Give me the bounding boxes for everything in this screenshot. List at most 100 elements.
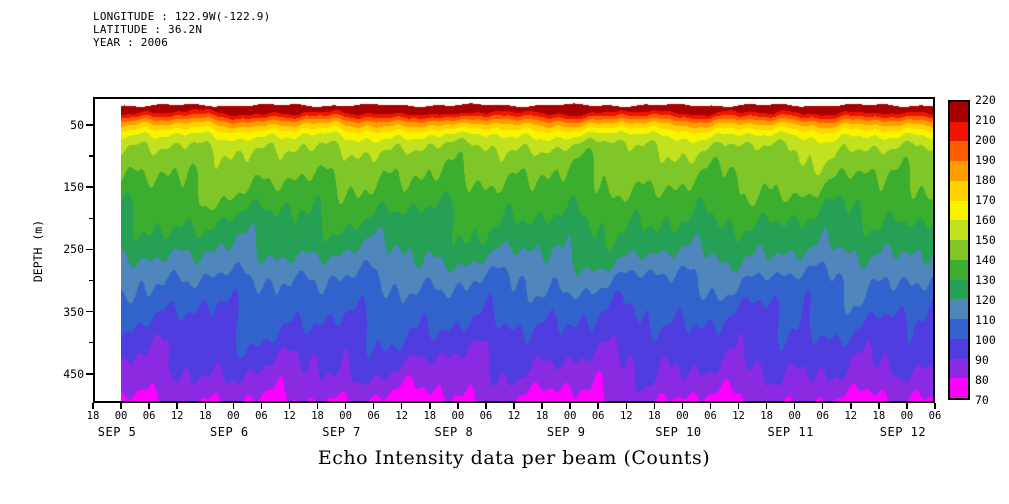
- x-tick-mark: [821, 403, 824, 409]
- x-hour-label: 18: [535, 410, 549, 422]
- x-tick-mark: [316, 403, 319, 409]
- x-tick-mark: [288, 403, 291, 409]
- colorbar-cell: [950, 259, 968, 280]
- x-tick-mark: [513, 403, 515, 409]
- colorbar-tick-label: 100: [975, 333, 996, 347]
- colorbar-tick-label: 90: [975, 353, 989, 367]
- x-tick-mark: [400, 403, 403, 409]
- x-hour-label: 12: [844, 410, 858, 422]
- colorbar-tick-label: 210: [975, 113, 996, 127]
- x-tick-mark: [204, 403, 207, 409]
- x-tick-mark: [793, 403, 796, 409]
- x-tick-mark: [457, 403, 459, 409]
- colorbar-tick-label: 180: [975, 173, 996, 187]
- x-date-label: SEP 12: [879, 425, 927, 439]
- x-hour-label: 12: [283, 410, 296, 422]
- x-tick-mark: [372, 403, 375, 409]
- colorbar-cell: [950, 240, 968, 260]
- contour-plot: [93, 97, 935, 403]
- colorbar-tick-label: 130: [975, 273, 996, 287]
- y-tick-mark: [86, 124, 93, 126]
- colorbar-cell: [950, 220, 968, 241]
- x-tick-mark: [737, 403, 740, 409]
- x-tick-mark: [850, 403, 852, 409]
- x-date-label: SEP 10: [655, 425, 702, 439]
- x-tick-mark: [625, 403, 628, 409]
- x-hour-label: 18: [648, 410, 661, 422]
- x-hour-label: 12: [395, 410, 409, 422]
- x-tick-mark: [92, 403, 94, 409]
- x-date-label: SEP 5: [97, 425, 137, 439]
- x-hour-label: 06: [928, 410, 942, 422]
- colorbar-tick-label: 160: [975, 213, 996, 227]
- colorbar-cell: [950, 338, 968, 359]
- x-hour-label: 06: [479, 410, 493, 422]
- x-date-label: SEP 11: [767, 425, 814, 439]
- colorbar-cell: [950, 378, 968, 399]
- x-tick-mark: [765, 403, 768, 409]
- colorbar-tick-label: 200: [975, 133, 996, 147]
- x-date-label: SEP 7: [322, 425, 361, 439]
- x-hour-label: 06: [591, 410, 605, 422]
- x-hour-label: 06: [816, 410, 830, 422]
- y-tick-mark: [86, 186, 93, 188]
- x-hour-label: 00: [788, 410, 801, 422]
- x-hour-label: 12: [732, 410, 745, 422]
- x-tick-mark: [541, 403, 543, 409]
- echo-intensity-heatmap: [121, 97, 935, 403]
- x-hour-label: 06: [704, 410, 717, 422]
- chart-title: Echo Intensity data per beam (Counts): [317, 447, 711, 469]
- x-tick-mark: [120, 403, 122, 409]
- longitude-text: LONGITUDE : 122.9W(-122.9): [93, 10, 271, 23]
- x-hour-label: 06: [367, 410, 380, 422]
- colorbar-tick-label: 190: [975, 153, 996, 167]
- colorbar-tick-label: 120: [975, 293, 996, 307]
- x-tick-mark: [429, 403, 431, 409]
- colorbar-cell: [950, 358, 968, 379]
- x-tick-mark: [148, 403, 150, 409]
- y-tick-mark: [86, 373, 93, 375]
- latitude-text: LATITUDE : 36.2N: [93, 23, 203, 36]
- plot-frame: [93, 97, 935, 403]
- y-tick-label: 450: [63, 366, 84, 381]
- y-tick-label: 50: [70, 117, 84, 132]
- x-tick-mark: [260, 403, 263, 409]
- y-minor-tick-mark: [89, 217, 93, 220]
- x-tick-mark: [906, 403, 908, 409]
- x-hour-label: 00: [339, 410, 352, 422]
- x-hour-label: 00: [114, 410, 128, 422]
- y-tick-label: 150: [63, 180, 84, 195]
- x-hour-label: 18: [311, 410, 324, 422]
- colorbar-cell: [950, 102, 968, 122]
- colorbar-cell: [950, 161, 968, 181]
- colorbar-tick-label: 150: [975, 233, 996, 247]
- colorbar-tick-label: 220: [975, 93, 996, 107]
- y-minor-tick-mark: [89, 155, 93, 157]
- x-hour-label: 00: [676, 410, 689, 422]
- x-tick-mark: [176, 403, 178, 409]
- x-date-label: SEP 8: [434, 425, 474, 439]
- x-date-label: SEP 9: [546, 425, 586, 439]
- colorbar: [948, 100, 970, 400]
- colorbar-cell: [950, 141, 968, 162]
- y-tick-mark: [86, 310, 93, 313]
- colorbar-cell: [950, 319, 968, 339]
- colorbar-tick-label: 70: [975, 393, 989, 407]
- x-hour-label: 00: [900, 410, 914, 422]
- x-tick-mark: [934, 403, 936, 409]
- x-tick-mark: [709, 403, 712, 409]
- x-hour-label: 06: [142, 410, 156, 422]
- y-minor-tick-mark: [89, 341, 93, 344]
- y-minor-tick-mark: [89, 279, 93, 282]
- x-tick-mark: [878, 403, 880, 409]
- x-date-label: SEP 6: [210, 425, 249, 439]
- colorbar-tick-label: 140: [975, 253, 996, 267]
- x-hour-label: 18: [760, 410, 773, 422]
- x-tick-mark: [681, 403, 684, 409]
- x-hour-label: 18: [872, 410, 886, 422]
- x-hour-label: 00: [451, 410, 465, 422]
- colorbar-tick-label: 80: [975, 373, 989, 387]
- metadata-header: LONGITUDE : 122.9W(-122.9) LATITUDE : 36…: [93, 10, 270, 49]
- x-hour-label: 06: [255, 410, 268, 422]
